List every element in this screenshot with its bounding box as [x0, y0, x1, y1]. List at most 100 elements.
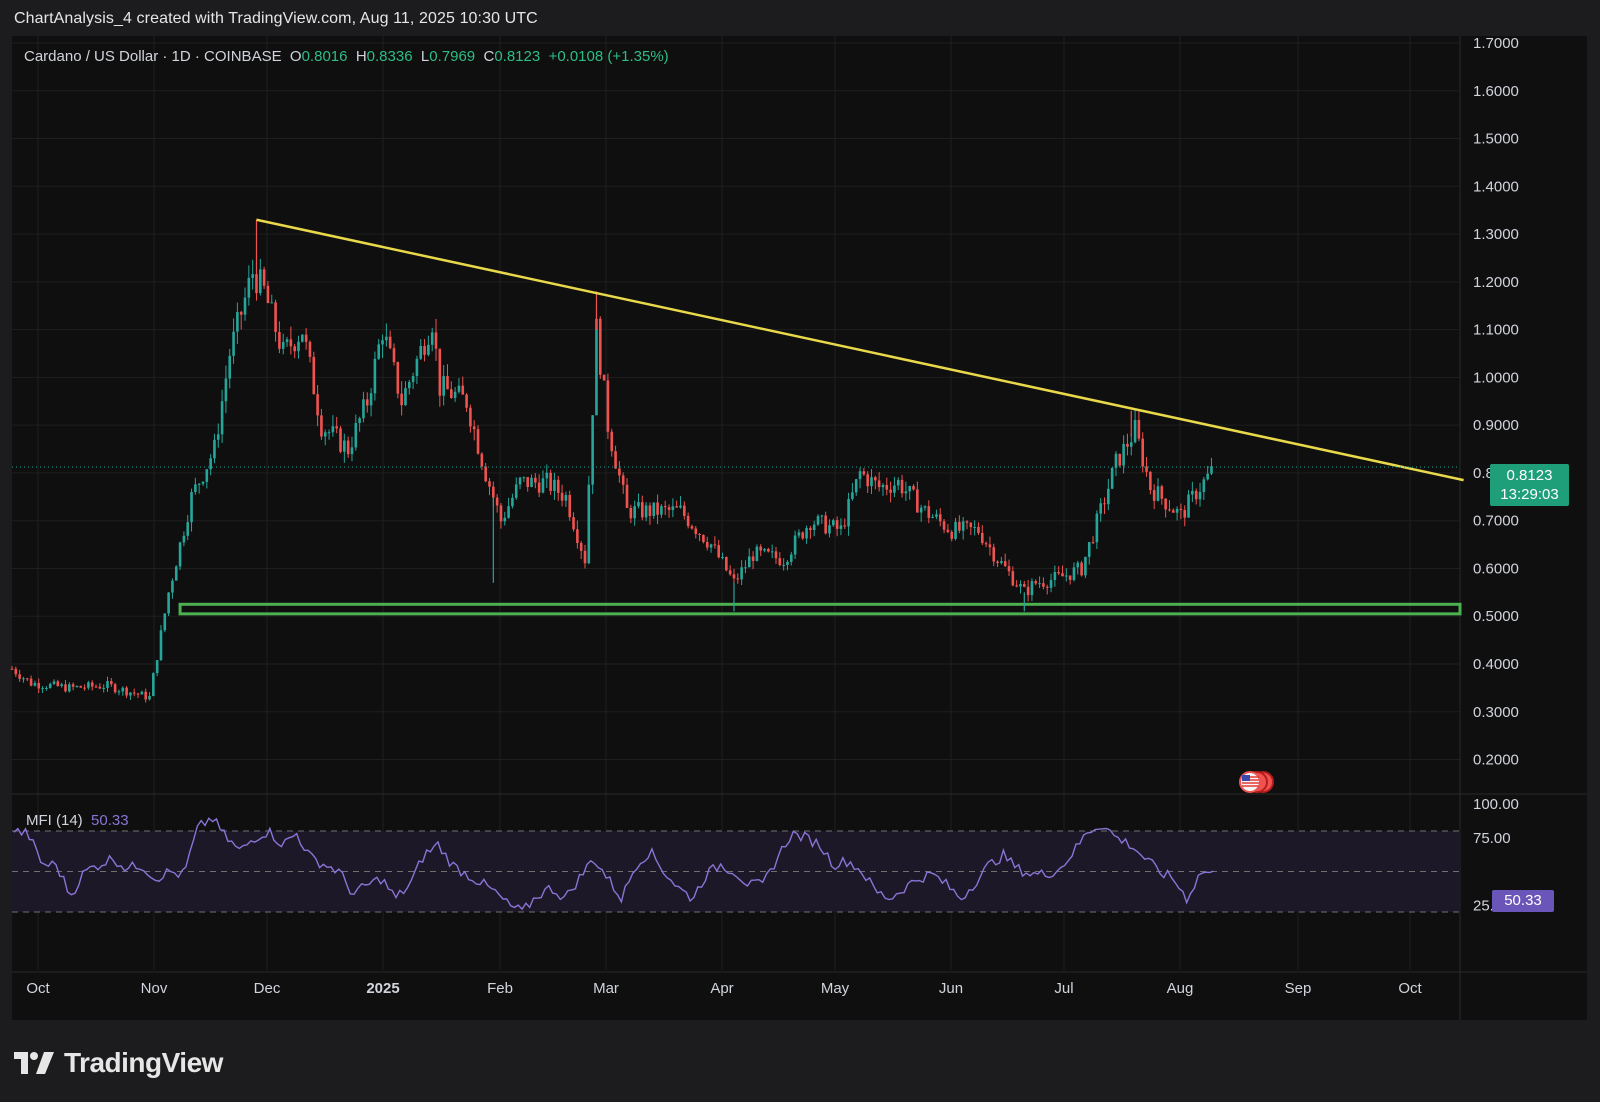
candle-body — [988, 544, 992, 548]
mfi-legend[interactable]: MFI (14) 50.33 — [26, 812, 129, 829]
candle-body — [518, 477, 522, 485]
candle-body — [984, 543, 988, 545]
candle-body — [1030, 581, 1034, 596]
candle-body — [25, 678, 29, 680]
candle-body — [327, 432, 331, 434]
candle-body — [851, 492, 854, 499]
candle-body — [33, 683, 37, 686]
candle-body — [534, 477, 537, 483]
candle-body — [854, 479, 858, 493]
candle-body — [87, 682, 90, 688]
candle-body — [71, 684, 75, 687]
candle-body — [194, 484, 197, 493]
candle-body — [801, 532, 805, 539]
candle-body — [564, 495, 568, 501]
open-label: O — [289, 48, 302, 65]
candle-body — [721, 557, 724, 559]
candle-body — [1076, 562, 1080, 568]
candle-body — [1084, 556, 1087, 576]
candle-body — [186, 522, 190, 536]
candle-body — [274, 302, 277, 332]
candle-body — [1003, 561, 1007, 567]
candle-body — [728, 570, 732, 575]
candle-body — [1000, 561, 1003, 564]
candle-body — [167, 592, 170, 614]
candle-body — [106, 681, 109, 688]
candle-body — [644, 505, 648, 518]
candle-body — [1011, 571, 1015, 586]
candle-body — [209, 458, 212, 470]
candle-body — [1141, 438, 1145, 467]
candle-body — [717, 545, 720, 558]
price-tick-label: 1.7000 — [1473, 35, 1519, 52]
candle-body — [10, 668, 14, 670]
candle-body — [488, 481, 491, 487]
candle-body — [652, 502, 656, 516]
candle-body — [1087, 542, 1091, 557]
candle-body — [281, 342, 285, 349]
candle-body — [121, 687, 125, 692]
candle-body — [499, 505, 503, 522]
candle-body — [419, 345, 423, 359]
candle-body — [365, 399, 369, 406]
candle-body — [1049, 579, 1053, 588]
price-tick-label: 1.1000 — [1473, 322, 1519, 339]
candle-body — [68, 684, 71, 692]
candle-body — [411, 376, 415, 382]
candle-body — [1007, 566, 1011, 572]
candle-body — [1152, 490, 1156, 501]
candle-body — [320, 415, 323, 437]
candle-body — [908, 486, 911, 492]
candle-body — [1210, 466, 1213, 474]
candle-body — [606, 380, 610, 432]
candle-body — [938, 514, 942, 522]
candle-body — [572, 517, 575, 530]
us-flag-event-icon[interactable] — [1233, 770, 1277, 794]
mfi-tick-label: 75.00 — [1473, 830, 1511, 847]
candle-body — [457, 385, 461, 392]
candle-body — [453, 391, 457, 399]
candle-body — [1168, 509, 1171, 511]
candle-body — [304, 334, 308, 342]
symbol-legend[interactable]: Cardano / US Dollar · 1D · COINBASE O0.8… — [24, 48, 669, 65]
candle-body — [98, 686, 102, 689]
candle-body — [56, 681, 60, 687]
candle-body — [1149, 471, 1152, 491]
candle-body — [1015, 585, 1018, 587]
candle-body — [1095, 513, 1099, 543]
price-tick-label: 0.3000 — [1473, 704, 1519, 721]
candle-body — [725, 557, 728, 571]
candle-body — [958, 521, 961, 531]
candle-body — [832, 520, 835, 526]
candle-body — [216, 434, 220, 440]
candle-body — [537, 482, 541, 493]
tradingview-logo[interactable]: TradingView — [14, 1046, 223, 1080]
time-tick-label: Sep — [1285, 980, 1312, 997]
price-tick-label: 0.7000 — [1473, 513, 1519, 530]
candle-body — [698, 533, 701, 535]
candle-body — [977, 526, 980, 533]
candle-body — [1129, 442, 1133, 447]
candle-body — [159, 630, 163, 661]
price-tick-label: 0.2000 — [1473, 752, 1519, 769]
candle-body — [1061, 573, 1064, 577]
candle-body — [469, 407, 472, 427]
candle-body — [541, 478, 545, 493]
candle-body — [377, 344, 381, 359]
candle-body — [950, 531, 954, 539]
candle-body — [755, 546, 759, 561]
candle-body — [576, 529, 579, 543]
candle-body — [556, 479, 560, 493]
candle-body — [369, 393, 373, 406]
candle-body — [60, 684, 63, 687]
candle-body — [961, 521, 965, 531]
candle-body — [251, 274, 254, 278]
candle-body — [904, 491, 908, 494]
candle-body — [289, 339, 293, 347]
chart-caption: ChartAnalysis_4 created with TradingView… — [14, 10, 538, 27]
candle-body — [323, 432, 327, 437]
time-tick-label: Apr — [710, 980, 733, 997]
candle-body — [866, 474, 869, 487]
candle-body — [912, 486, 915, 490]
